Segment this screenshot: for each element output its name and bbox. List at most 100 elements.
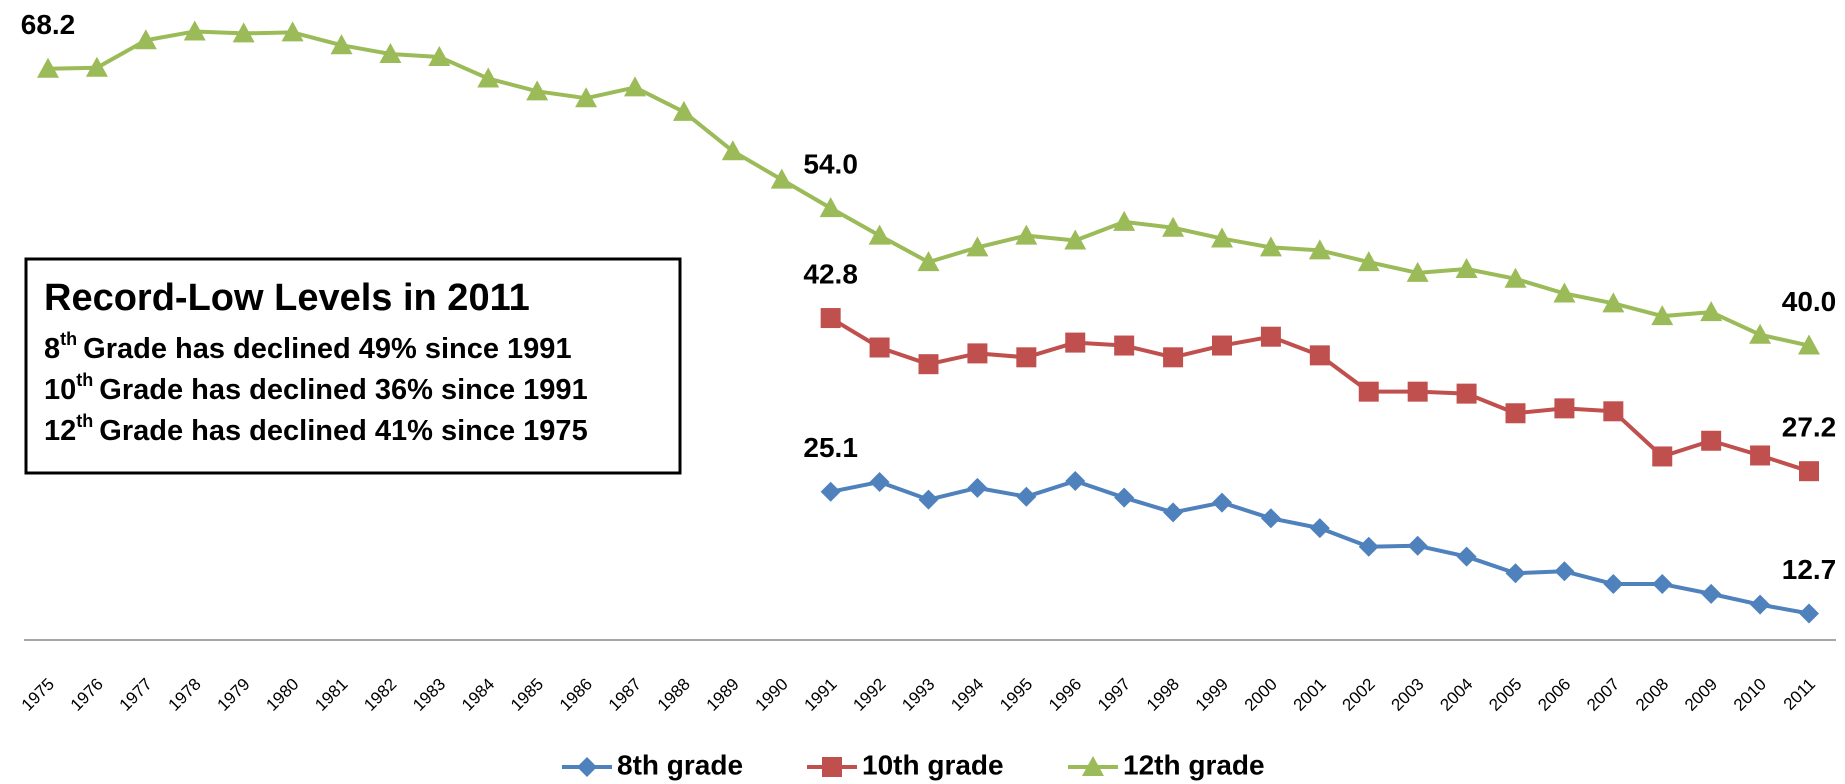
data-point: [1015, 224, 1038, 245]
x-tick-label: 1986: [556, 675, 596, 715]
data-point: [869, 471, 890, 492]
annotation-frame: [24, 257, 682, 475]
x-tick-label: 2011: [1780, 675, 1819, 714]
annotation-line: 12th Grade has declined 41% since 1975: [44, 411, 588, 447]
ordinal-suffix: th: [60, 329, 77, 349]
data-point: [1504, 267, 1527, 288]
x-tick-label: 1977: [116, 675, 156, 715]
data-point: [1652, 574, 1673, 595]
data-point: [1406, 261, 1429, 282]
x-tick-label: 1985: [507, 675, 547, 715]
data-point: [1799, 461, 1819, 482]
data-label: 54.0: [803, 149, 858, 180]
x-tick-label: 1994: [947, 675, 987, 715]
data-point: [1065, 332, 1086, 353]
x-tick-label: 2005: [1485, 675, 1525, 715]
x-tick-label: 1979: [213, 675, 253, 715]
data-point: [1357, 251, 1380, 272]
data-point: [183, 20, 206, 41]
legend-marker: [1082, 756, 1104, 776]
x-tick-label: 1992: [849, 675, 889, 715]
data-point: [1701, 430, 1722, 451]
data-point: [37, 57, 59, 78]
data-point: [134, 29, 157, 50]
annotation-line: 8th Grade has declined 49% since 1991: [44, 329, 572, 365]
ordinal: 12: [44, 415, 76, 447]
ordinal-suffix: th: [76, 411, 93, 431]
data-point: [330, 34, 353, 55]
annotation-text: Grade has declined 36% since 1991: [99, 374, 587, 406]
data-point: [1211, 227, 1233, 248]
data-point: [869, 337, 890, 358]
ordinal: 10: [44, 374, 76, 406]
data-point: [428, 45, 451, 66]
x-tick-label: 1993: [898, 675, 938, 715]
data-point: [1309, 518, 1330, 539]
data-point: [575, 87, 598, 108]
legend-marker: [822, 757, 842, 777]
data-point: [1799, 603, 1819, 624]
data-point: [1750, 445, 1771, 466]
data-point: [1554, 398, 1575, 419]
annotation-text: Grade has declined 41% since 1975: [99, 415, 587, 447]
data-point: [721, 140, 744, 161]
data-point: [819, 197, 842, 218]
data-label: 25.1: [803, 432, 858, 463]
x-tick-label: 1975: [18, 675, 58, 715]
data-point: [1358, 536, 1379, 557]
data-point: [1505, 403, 1526, 424]
x-tick-label: 1998: [1143, 675, 1183, 715]
data-point: [967, 477, 988, 498]
data-point: [918, 354, 939, 375]
data-point: [1700, 301, 1723, 322]
x-tick-label: 1997: [1094, 675, 1134, 715]
data-point: [1652, 446, 1673, 467]
ordinal: 8: [44, 333, 60, 365]
data-point: [1602, 292, 1625, 313]
data-point: [1455, 257, 1478, 278]
data-point: [1505, 563, 1526, 584]
x-tick-label: 2002: [1339, 675, 1379, 715]
data-label: 68.2: [21, 9, 76, 40]
data-point: [85, 56, 108, 77]
data-point: [1260, 508, 1281, 529]
data-label: 42.8: [803, 258, 858, 289]
data-point: [967, 343, 988, 364]
annotation-text: Grade has declined 49% since 1991: [83, 333, 571, 365]
data-point: [232, 22, 255, 43]
x-tick-label: 2000: [1241, 675, 1281, 715]
annotation-line: 10th Grade has declined 36% since 1991: [44, 370, 588, 406]
data-point: [526, 80, 549, 101]
data-label: 27.2: [1782, 412, 1837, 443]
data-point: [477, 67, 500, 88]
x-tick-label: 2004: [1436, 675, 1476, 715]
data-label: 12.7: [1782, 554, 1837, 585]
legend-label: 8th grade: [617, 749, 743, 780]
data-point: [1064, 229, 1087, 250]
x-tick-label: 2010: [1730, 675, 1770, 715]
annotation-title: Record-Low Levels in 2011: [44, 277, 530, 319]
legend-label: 10th grade: [862, 749, 1004, 780]
data-point: [1407, 535, 1428, 556]
data-point: [1309, 345, 1330, 366]
x-tick-label: 1982: [360, 675, 400, 715]
x-tick-label: 2003: [1387, 675, 1427, 715]
data-point: [281, 21, 304, 42]
x-tick-label: 1990: [752, 675, 792, 715]
data-point: [917, 251, 940, 272]
data-point: [1358, 381, 1379, 402]
x-tick-label: 1995: [996, 675, 1036, 715]
data-point: [1651, 305, 1674, 326]
data-point: [1065, 470, 1086, 491]
data-point: [1163, 347, 1184, 368]
x-tick-label: 2007: [1583, 675, 1623, 715]
x-tick-label: 1999: [1192, 675, 1232, 715]
data-point: [1016, 347, 1037, 368]
x-tick-label: 1987: [605, 675, 645, 715]
legend-label: 12th grade: [1123, 749, 1265, 780]
data-point: [1603, 574, 1624, 595]
data-point: [1749, 323, 1772, 344]
data-point: [1114, 487, 1135, 508]
data-point: [379, 43, 402, 64]
